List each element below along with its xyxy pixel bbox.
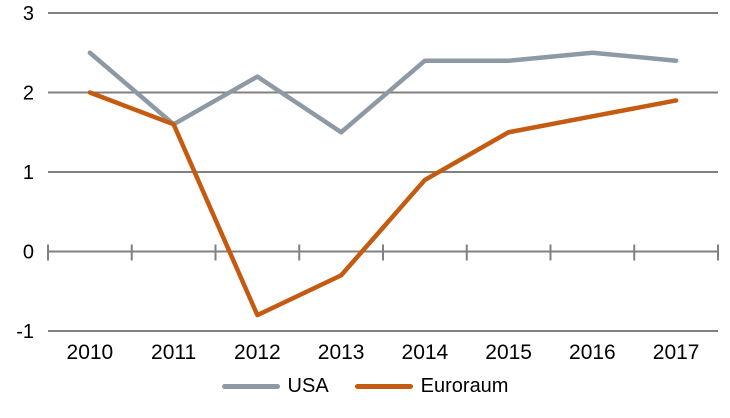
y-axis-label: -1 <box>16 321 34 343</box>
x-axis-label: 2010 <box>67 341 114 364</box>
euroraum-line <box>87 90 679 318</box>
x-axis-label: 2015 <box>485 341 532 364</box>
x-axis-label: 2017 <box>653 341 700 364</box>
y-axis-label: 2 <box>23 83 34 105</box>
usa-line <box>87 50 679 135</box>
x-axis-label: 2014 <box>402 341 449 364</box>
x-axis-label: 2016 <box>569 341 616 364</box>
x-axis-label: 2011 <box>151 341 196 364</box>
y-axis-label: 0 <box>23 242 34 264</box>
y-axis-label: 3 <box>23 3 34 25</box>
x-axis-label: 2012 <box>234 341 281 364</box>
y-axis-label: 1 <box>23 162 34 184</box>
x-axis-label: 2013 <box>318 341 365 364</box>
